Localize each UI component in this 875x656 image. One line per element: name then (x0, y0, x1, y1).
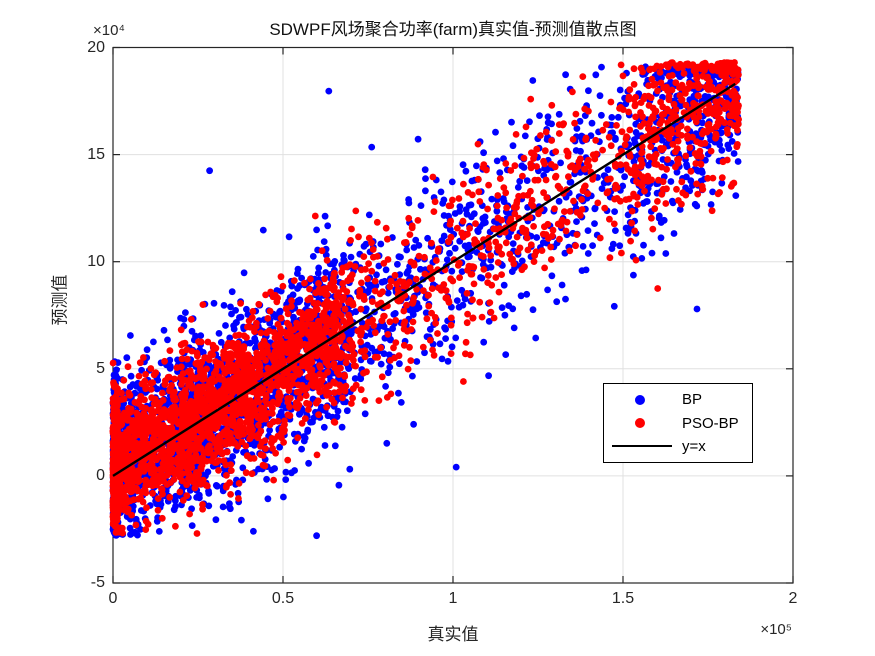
scatter-series-pso-bp (109, 59, 742, 537)
y-tick-label: 15 (87, 145, 105, 163)
legend-entry-yx: y=x (604, 438, 752, 455)
x-tick-label: 1.5 (611, 590, 635, 607)
y-axis-exponent: ×10⁴ (93, 22, 125, 39)
legend-marker-pso-bp-icon (635, 418, 645, 428)
y-tick-label: 10 (87, 252, 105, 270)
legend-label-pso-bp: PSO-BP (682, 414, 739, 432)
legend-label-yx: y=x (682, 437, 706, 455)
x-axis-label: 真实值 (427, 625, 479, 644)
legend-marker-yx-line-icon (612, 445, 672, 448)
x-tick-label: 0.5 (271, 590, 295, 607)
legend-entry-bp: BP (604, 391, 752, 408)
legend-entry-pso-bp: PSO-BP (604, 415, 752, 432)
y-tick-label: -5 (90, 574, 105, 591)
legend: BP PSO-BP y=x (603, 383, 753, 463)
x-tick-label: 0 (108, 590, 118, 607)
legend-marker-bp-icon (635, 394, 645, 405)
legend-label-bp: BP (682, 391, 703, 409)
y-tick-label: 20 (87, 38, 105, 56)
y-tick-label: 0 (96, 466, 105, 484)
axes-box (112, 46, 794, 584)
y-axis-label: 预测值 (50, 274, 70, 326)
x-tick-label: 2 (788, 590, 798, 607)
chart-title: SDWPF风场聚合功率(farm)真实值-预测值散点图 (269, 20, 637, 39)
identity-line (112, 82, 736, 477)
y-tick-label: 5 (96, 359, 105, 377)
x-axis-exponent: ×10⁵ (760, 621, 792, 638)
x-tick-label: 1 (448, 590, 458, 607)
